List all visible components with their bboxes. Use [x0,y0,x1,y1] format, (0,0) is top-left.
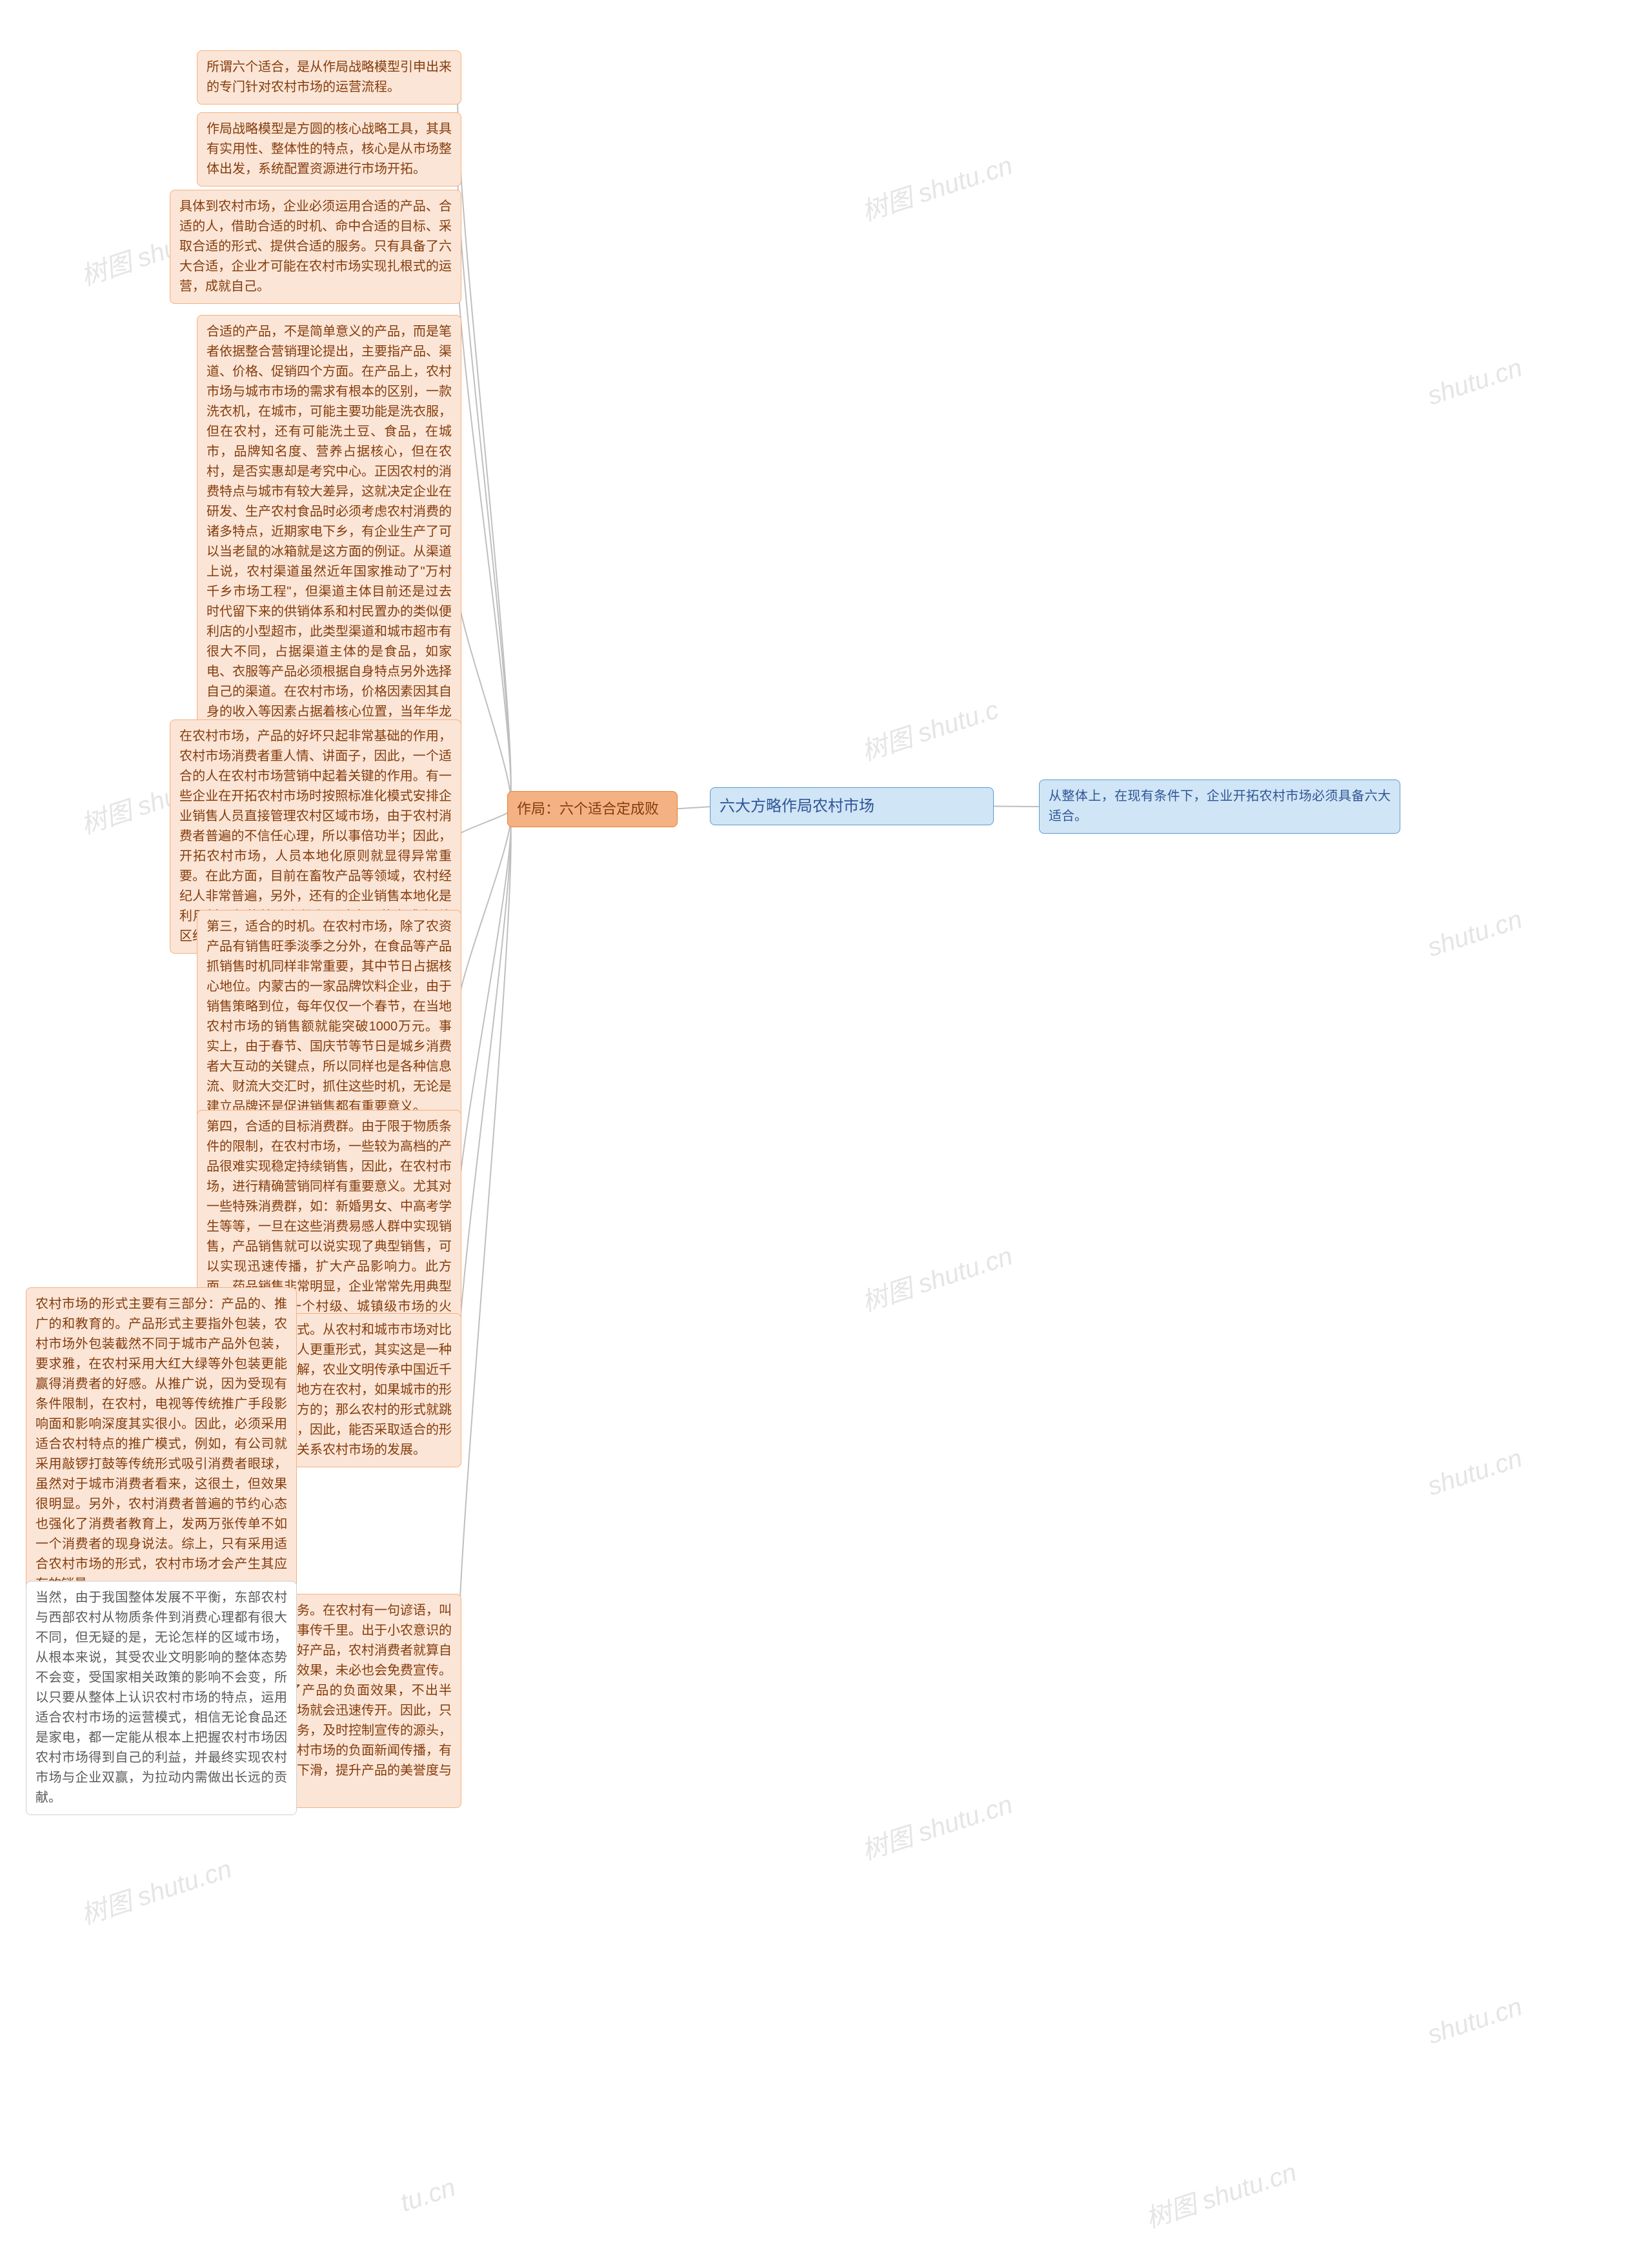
watermark: shutu.cn [1424,1993,1526,2051]
mindmap-node-zuoju[interactable]: 作局：六个适合定成败 [507,791,678,827]
mindmap-node-n8b[interactable]: 农村市场的形式主要有三部分：产品的、推广的和教育的。产品形式主要指外包装，农村市… [26,1287,297,1602]
connector [458,150,510,810]
connector [458,809,510,837]
watermark: 树图 shutu.c [856,688,1002,768]
mindmap-node-n6[interactable]: 第三，适合的时机。在农村市场，除了农资产品有销售旺季淡季之分外，在食品等产品抓销… [197,910,461,1124]
watermark: 树图 shutu.cn [76,1848,236,1932]
mindmap-node-n2[interactable]: 作局战略模型是方圆的核心战略工具，其具有实用性、整体性的特点，核心是从市场整体出… [197,112,461,186]
watermark: 树图 shutu.cn [856,1784,1016,1867]
connector [675,807,712,810]
connector [458,809,510,1017]
watermark: shutu.cn [1424,905,1526,963]
connector [458,582,510,809]
mindmap-node-n3[interactable]: 具体到农村市场，企业必须运用合适的产品、合适的人，借助合适的时机、命中合适的目标… [170,190,461,304]
connector [458,77,510,809]
mindmap-node-n9b[interactable]: 当然，由于我国整体发展不平衡，东部农村与西部农村从物质条件到消费心理都有很大不同… [26,1581,297,1815]
watermark: 树图 shutu.cn [856,145,1016,228]
mindmap-node-title[interactable]: 六大方略作局农村市场 [710,787,994,825]
connector [458,247,510,810]
watermark: 树图 shutu.cn [1140,2151,1300,2235]
connector [458,809,510,1701]
watermark: 树图 shutu.cn [856,1235,1016,1319]
mindmap-canvas: 树图 shutu.cn 树图 shutu.cn shutu.cn 树图 shutu.c… [0,0,1652,2241]
mindmap-node-subtitle[interactable]: 从整体上，在现有条件下，企业开拓农村市场必须具备六大适合。 [1039,779,1400,834]
connector [458,809,510,1227]
watermark: shutu.cn [1424,354,1526,412]
watermark: tu.cn [397,2173,459,2218]
watermark: shutu.cn [1424,1444,1526,1502]
mindmap-node-n1[interactable]: 所谓六个适合，是从作局战略模型引申出来的专门针对农村市场的运营流程。 [197,50,461,105]
connector [458,809,510,1391]
